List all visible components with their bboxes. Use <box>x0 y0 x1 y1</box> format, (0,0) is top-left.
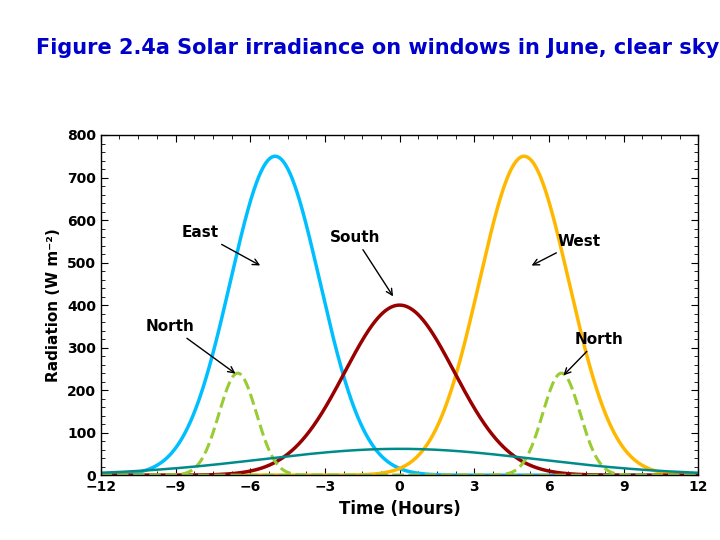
Text: North: North <box>146 319 234 373</box>
Text: Figure 2.4a Solar irradiance on windows in June, clear sky: Figure 2.4a Solar irradiance on windows … <box>36 38 719 58</box>
Text: West: West <box>533 234 600 265</box>
Text: East: East <box>182 225 259 265</box>
Text: South: South <box>330 230 392 295</box>
X-axis label: Time (Hours): Time (Hours) <box>338 500 461 518</box>
Text: North: North <box>564 332 624 374</box>
Y-axis label: Radiation (W m⁻²): Radiation (W m⁻²) <box>46 228 61 382</box>
